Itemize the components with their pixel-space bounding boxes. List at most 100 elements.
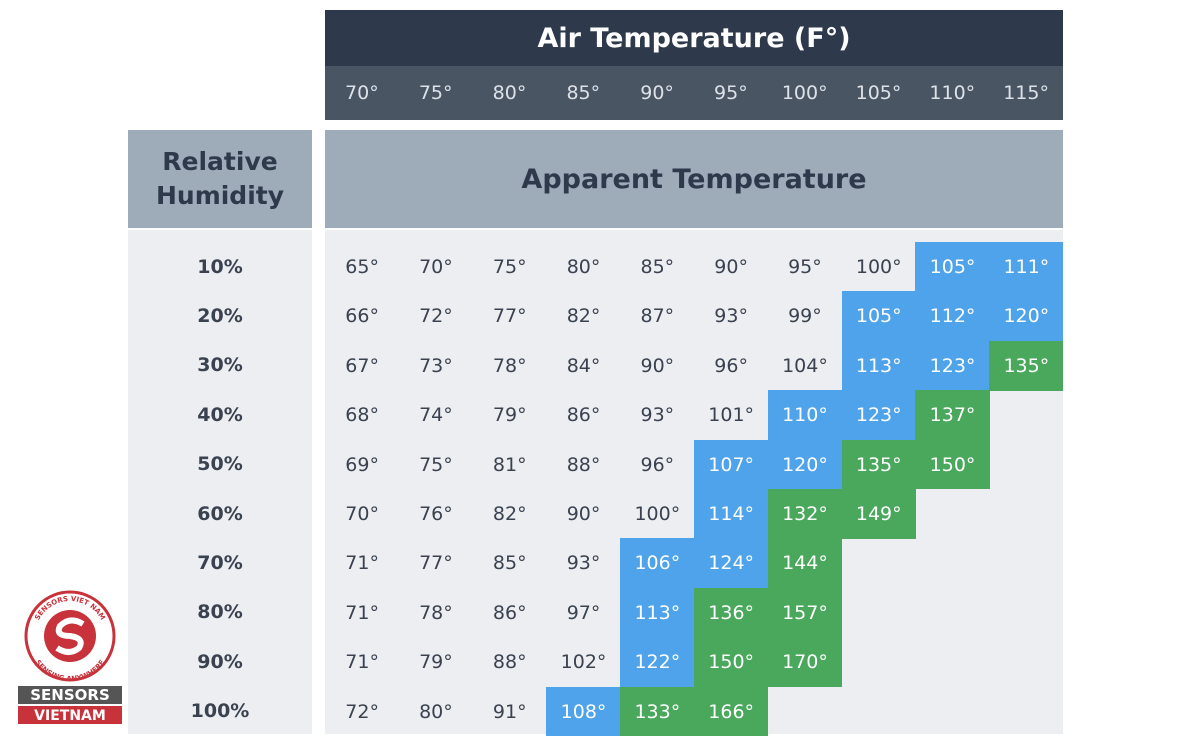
value-cell: 81° (492, 453, 527, 476)
value-cell: 110° (767, 390, 843, 441)
column-header: 95° (714, 82, 748, 104)
row-label: 10% (197, 255, 243, 278)
row-label: 80% (197, 601, 243, 624)
value-cell: 166° (694, 686, 769, 736)
value-cell: 69° (345, 453, 379, 476)
value-cell: 72° (419, 305, 453, 328)
value-cell: 85° (492, 552, 527, 575)
value-cell: 84° (566, 354, 601, 377)
column-header: 90° (640, 82, 674, 104)
value-cell: 76° (419, 502, 453, 525)
value-cell: 79° (492, 404, 527, 427)
value-cell: 123° (841, 390, 916, 441)
column-header: 105° (855, 82, 902, 104)
value-cell: 68° (345, 404, 379, 427)
table-title: Air Temperature (F°) (325, 10, 1063, 66)
value-cell: 93° (640, 404, 675, 427)
value-cell: 144° (767, 538, 843, 589)
value-cell: 88° (492, 651, 527, 674)
column-header: 75° (418, 82, 453, 104)
value-cell: 105° (841, 291, 916, 342)
value-cell: 106° (620, 538, 695, 589)
value-cell: 85° (640, 255, 675, 278)
column-header: 70° (345, 82, 379, 104)
value-cell: 133° (620, 686, 695, 736)
value-cell: 122° (620, 637, 695, 688)
row-label: 60% (197, 502, 243, 525)
value-cell: 79° (419, 651, 453, 674)
value-cell: 96° (640, 453, 675, 476)
logo-line2: VIETNAM (34, 708, 106, 724)
column-header: 100° (781, 82, 828, 104)
value-cell: 137° (915, 390, 990, 441)
value-cell: 124° (694, 538, 769, 589)
row-label: 30% (197, 354, 243, 377)
value-cell: 108° (546, 686, 621, 736)
value-cell: 114° (694, 489, 769, 539)
value-cell: 70° (345, 502, 379, 525)
row-label: 20% (197, 305, 243, 328)
value-cell: 82° (566, 305, 601, 328)
value-cell: 102° (560, 651, 607, 674)
value-cell: 97° (566, 601, 601, 624)
value-cell: 75° (419, 453, 453, 476)
value-cell: 75° (492, 255, 527, 278)
value-cell: 70° (419, 255, 453, 278)
row-header-text: Relative Humidity (155, 147, 285, 210)
value-cell: 90° (640, 354, 675, 377)
value-cell: 87° (640, 305, 675, 328)
value-cell: 149° (841, 489, 916, 539)
value-cell: 74° (419, 404, 453, 427)
value-cell: 105° (915, 242, 990, 292)
value-cell: 99° (788, 305, 822, 328)
value-cell: 95° (788, 255, 822, 278)
column-header: 80° (492, 82, 527, 104)
value-cell: 101° (708, 404, 755, 427)
value-cell: 135° (841, 439, 916, 490)
value-cell: 73° (419, 354, 453, 377)
value-cell: 150° (915, 439, 990, 490)
value-cell: 90° (566, 502, 601, 525)
row-label: 70% (197, 552, 243, 575)
value-cell: 77° (492, 305, 527, 328)
value-cell: 93° (566, 552, 601, 575)
column-header: 115° (1003, 82, 1049, 104)
logo-bar-bottom (18, 706, 122, 724)
column-header: 110° (929, 82, 976, 104)
value-cell: 66° (345, 305, 379, 328)
value-cell: 150° (694, 637, 769, 688)
row-header: Relative Humidity (128, 130, 312, 228)
value-cell: 100° (634, 502, 681, 525)
value-cell: 113° (841, 340, 916, 391)
value-cell: 136° (694, 587, 769, 638)
value-cell: 132° (767, 489, 843, 539)
value-cell: 65° (345, 255, 379, 278)
logo-line1: SENSORS (30, 686, 110, 704)
logo-s (55, 617, 85, 655)
body-header: Apparent Temperature (325, 130, 1063, 228)
value-cell: 67° (345, 354, 379, 377)
value-cell: 71° (345, 651, 379, 674)
value-cell: 72° (345, 700, 379, 723)
value-cell: 77° (419, 552, 453, 575)
row-label: 40% (197, 403, 243, 426)
value-cell: 78° (419, 601, 453, 624)
value-cell: 135° (989, 340, 1064, 391)
value-cell: 71° (345, 552, 379, 575)
logo-bar-top (18, 686, 122, 704)
value-cell: 170° (767, 637, 843, 688)
row-label-panel (128, 230, 312, 734)
value-cell: 107° (694, 439, 769, 490)
value-cell: 123° (915, 340, 990, 391)
row-label: 50% (197, 453, 243, 476)
value-cell: 91° (492, 700, 527, 723)
value-cell: 86° (492, 601, 527, 624)
value-cell: 88° (566, 453, 601, 476)
value-cell: 104° (782, 354, 828, 377)
value-cell: 86° (566, 404, 601, 427)
value-cell: 100° (855, 255, 902, 278)
value-cell: 112° (915, 291, 990, 342)
value-cell: 90° (714, 255, 748, 278)
column-header-bar (325, 66, 1063, 120)
row-label: 100% (190, 700, 250, 723)
